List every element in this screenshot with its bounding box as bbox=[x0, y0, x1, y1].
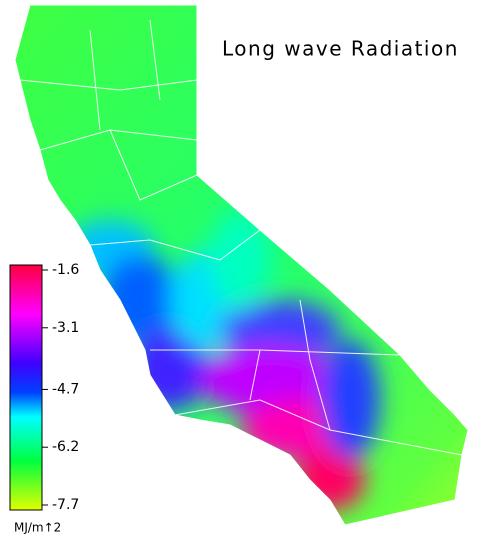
colorbar bbox=[9, 264, 43, 511]
tick-label: -3.1 bbox=[52, 320, 79, 336]
tick-label: -7.7 bbox=[52, 497, 79, 513]
colorbar-unit: MJ/m↑2 bbox=[14, 521, 61, 535]
tick-label: -1.6 bbox=[52, 262, 79, 278]
tick-label: -6.2 bbox=[52, 439, 79, 455]
map-title: Long wave Radiation bbox=[222, 37, 459, 61]
tick-label: -4.7 bbox=[52, 381, 79, 397]
colorbar-ticks: -1.6 -3.1 -4.7 -6.2 -7.7 bbox=[42, 262, 79, 513]
